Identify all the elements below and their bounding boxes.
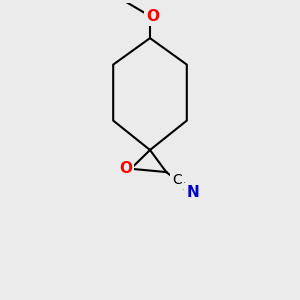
Text: O: O <box>146 8 159 23</box>
Text: N: N <box>186 185 199 200</box>
Text: C: C <box>172 173 182 187</box>
Text: O: O <box>119 161 132 176</box>
